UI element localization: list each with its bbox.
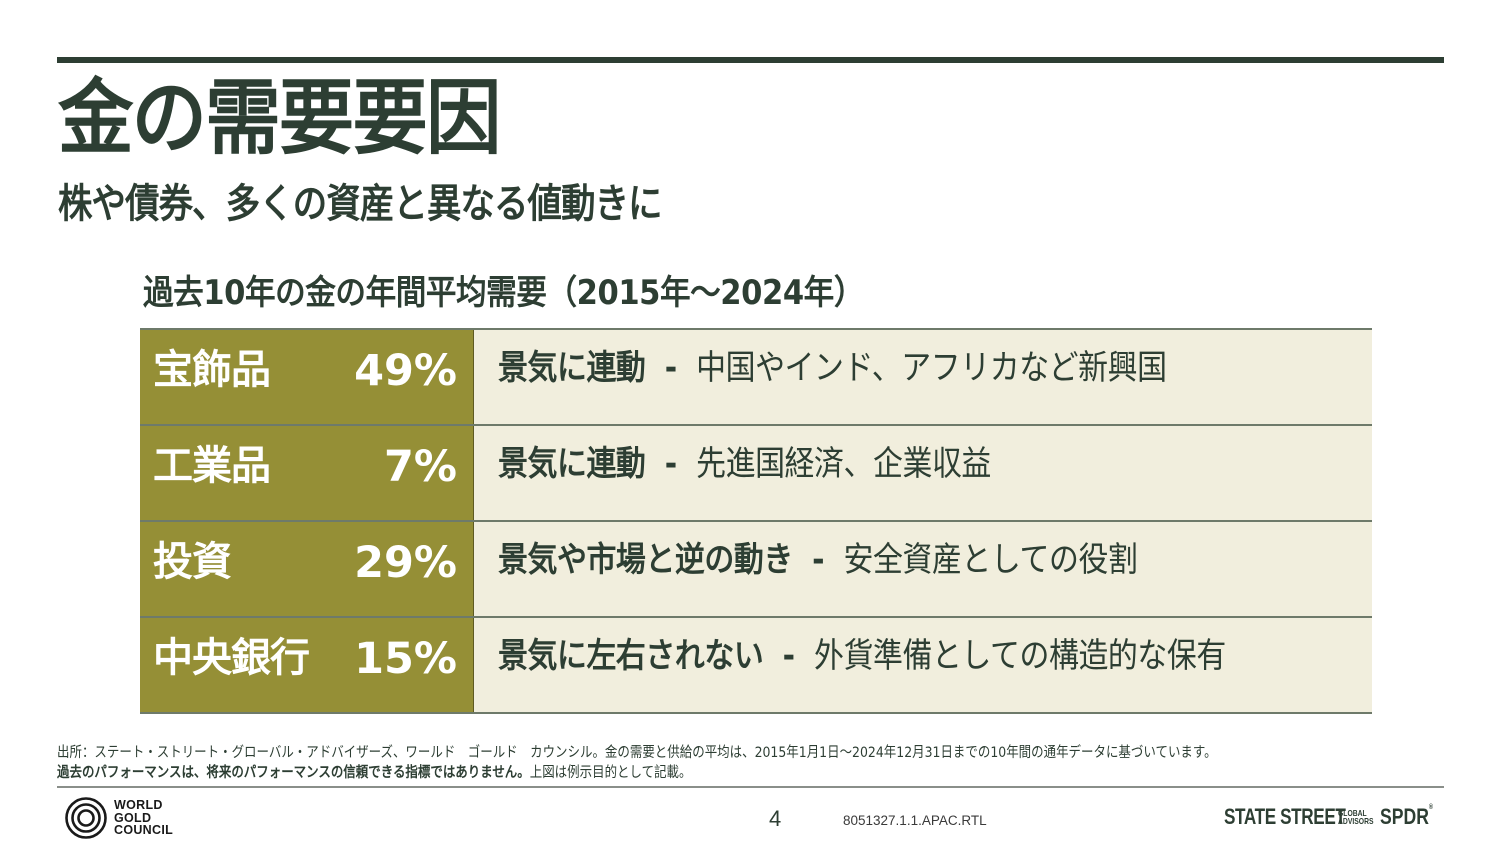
- table-row-industrial: 工業品 7% 景気に連動 - 先進国経済、企業収益: [140, 426, 1372, 522]
- source-note: 出所：ステート・ストリート・グローバル・アドバイザーズ、ワールド ゴールド カウ…: [57, 745, 1217, 761]
- detail-text: 外貨準備としての構造的な保有: [814, 636, 1226, 676]
- ssga-wordmark: STATE STREET: [1224, 804, 1346, 829]
- disclaimer-bold: 過去のパフォーマンスは、将来のパフォーマンスの信頼できる指標ではありません。: [57, 765, 530, 781]
- description-cell: 景気に連動 - 先進国経済、企業収益: [474, 426, 1372, 520]
- page-number: 4: [769, 806, 782, 831]
- category-name: 工業品: [153, 443, 271, 489]
- description-cell: 景気に左右されない - 外貨準備としての構造的な保有: [474, 618, 1372, 712]
- description-cell: 景気や市場と逆の動き - 安全資産としての役割: [474, 522, 1372, 616]
- bottom-rule: [57, 786, 1444, 788]
- category-name: 中央銀行: [153, 635, 310, 681]
- description-text: 景気に左右されない - 外貨準備としての構造的な保有: [498, 636, 1226, 676]
- description-text: 景気に連動 - 中国やインド、アフリカなど新興国: [498, 348, 1167, 388]
- driver-text: 景気に左右されない: [498, 636, 764, 676]
- ssga-subtitle: GLOBAL ADVISORS: [1338, 807, 1374, 826]
- table-row-central-banks: 中央銀行 15% 景気に左右されない - 外貨準備としての構造的な保有: [140, 618, 1372, 714]
- category-cell: 投資 29%: [140, 522, 474, 616]
- spdr-text: SPDR: [1380, 804, 1429, 829]
- category-percent: 15%: [354, 634, 457, 684]
- description-text: 景気や市場と逆の動き - 安全資産としての役割: [498, 540, 1138, 580]
- table-heading: 過去10年の金の年間平均需要（2015年～2024年）: [143, 273, 864, 313]
- world-gold-council-logo: WORLD GOLD COUNCIL: [64, 796, 173, 840]
- spdr-wordmark: SPDR®: [1380, 804, 1433, 830]
- wgc-wordmark: WORLD GOLD COUNCIL: [114, 799, 173, 837]
- category-percent: 29%: [354, 538, 457, 588]
- document-code: 8051327.1.1.APAC.RTL: [843, 813, 987, 828]
- category-percent: 7%: [383, 442, 457, 492]
- disclaimer-note: 過去のパフォーマンスは、将来のパフォーマンスの信頼できる指標ではありません。上図…: [57, 765, 691, 782]
- description-text: 景気に連動 - 先進国経済、企業収益: [498, 444, 991, 484]
- driver-text: 景気に連動: [498, 444, 646, 484]
- detail-text: 安全資産としての役割: [843, 540, 1138, 580]
- category-cell: 工業品 7%: [140, 426, 474, 520]
- table-row-investment: 投資 29% 景気や市場と逆の動き - 安全資産としての役割: [140, 522, 1372, 618]
- dash-separator: -: [664, 444, 677, 484]
- category-cell: 中央銀行 15%: [140, 618, 474, 712]
- detail-text: 中国やインド、アフリカなど新興国: [696, 348, 1167, 388]
- table-row-jewellery: 宝飾品 49% 景気に連動 - 中国やインド、アフリカなど新興国: [140, 330, 1372, 426]
- category-cell: 宝飾品 49%: [140, 330, 474, 424]
- gold-demand-table: 宝飾品 49% 景気に連動 - 中国やインド、アフリカなど新興国 工業品 7% 景気…: [140, 328, 1372, 714]
- wgc-line-2: GOLD: [114, 810, 152, 825]
- disclaimer-normal: 上図は例示目的として記載。: [529, 765, 692, 781]
- detail-text: 先進国経済、企業収益: [696, 444, 991, 484]
- registered-mark: ®: [1428, 804, 1434, 811]
- category-name: 投資: [153, 539, 232, 585]
- page-title: 金の需要要因: [58, 71, 501, 166]
- driver-text: 景気や市場と逆の動き: [498, 540, 793, 580]
- category-percent: 49%: [354, 346, 457, 396]
- wgc-line-3: COUNCIL: [114, 823, 174, 838]
- top-rule: [57, 57, 1444, 63]
- dash-separator: -: [664, 348, 677, 388]
- dash-separator: -: [812, 540, 825, 580]
- description-cell: 景気に連動 - 中国やインド、アフリカなど新興国: [474, 330, 1372, 424]
- state-street-spdr-logo: STATE STREET GLOBAL ADVISORS SPDR®: [1224, 804, 1446, 830]
- ssga-sub-line-2: ADVISORS: [1338, 816, 1374, 826]
- wgc-line-1: WORLD: [114, 798, 163, 813]
- page-subtitle: 株や債券、多くの資産と異なる値動きに: [58, 181, 663, 227]
- driver-text: 景気に連動: [498, 348, 646, 388]
- concentric-rings-icon: [65, 797, 107, 839]
- ssga-sub-line-1: GLOBAL: [1338, 807, 1367, 818]
- category-name: 宝飾品: [153, 347, 271, 393]
- dash-separator: -: [782, 636, 795, 676]
